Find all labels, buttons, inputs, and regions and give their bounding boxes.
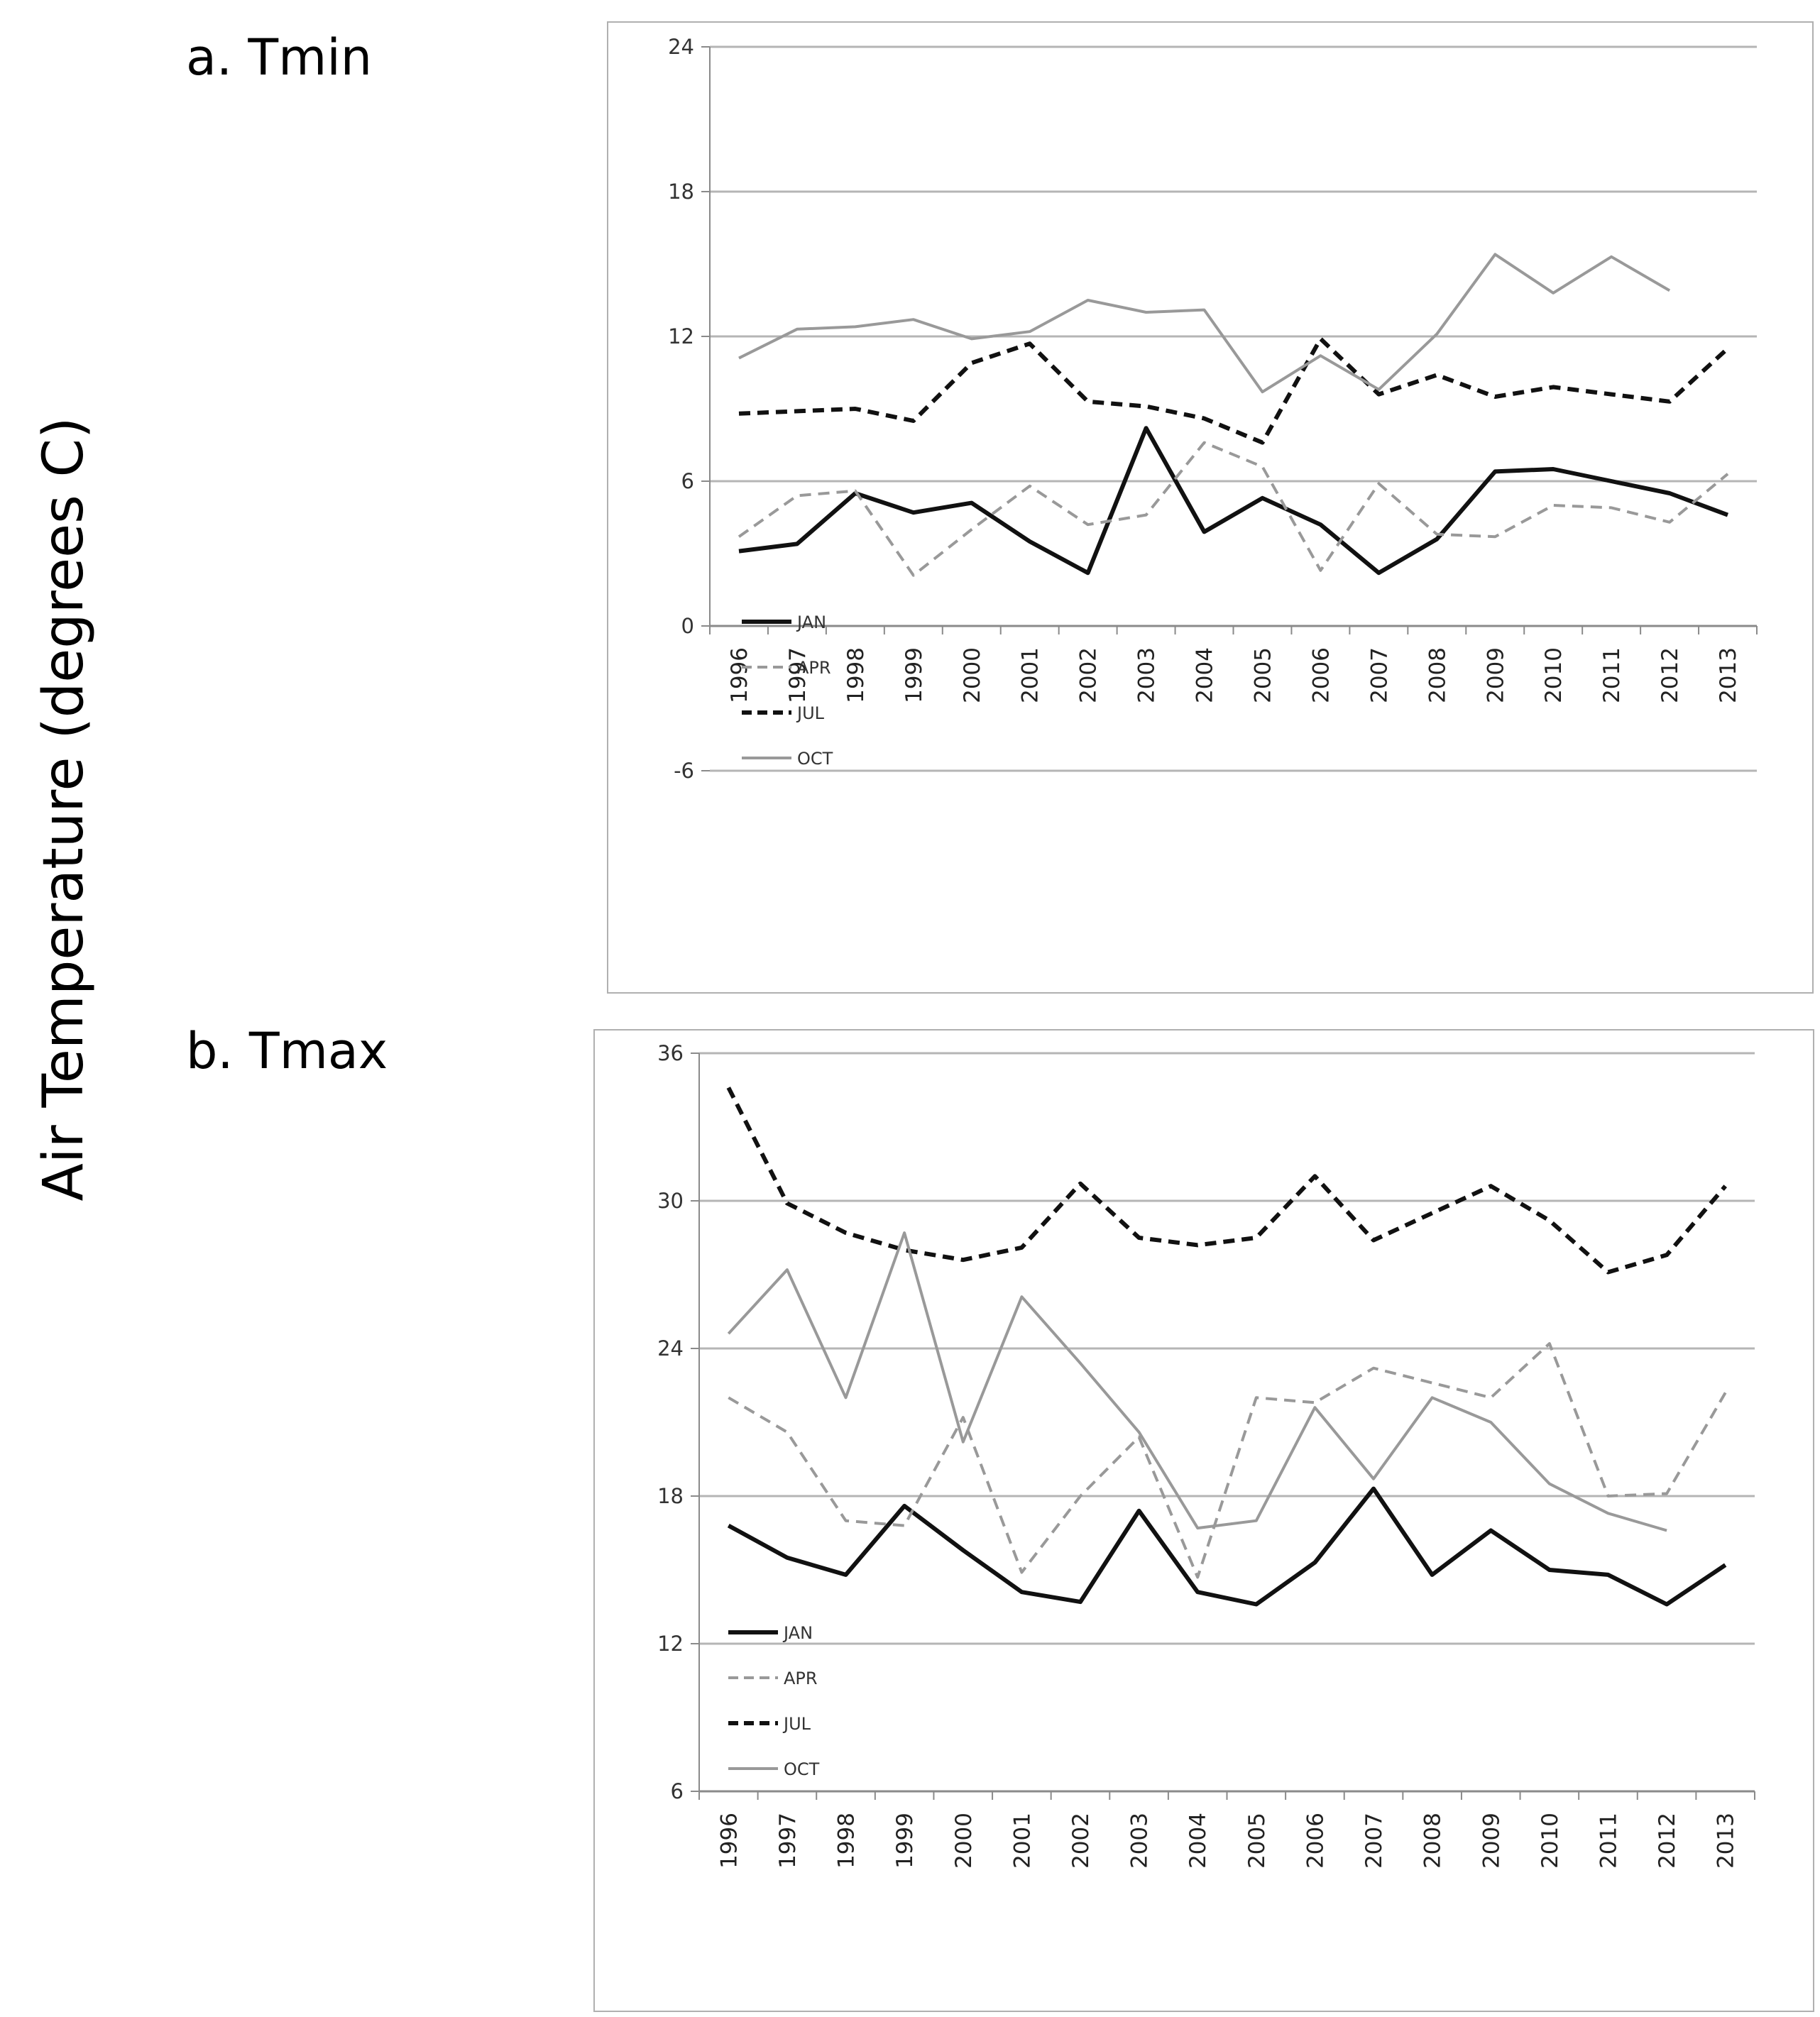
x-tick-label: 2010 [1537,1813,1563,1869]
x-tick-label: 2000 [951,1813,977,1869]
x-tick-label: 1997 [775,1813,801,1869]
y-axis-label-container: Air Temperature (degrees C) [14,383,114,1235]
x-tick-label: 2009 [1483,647,1508,703]
x-tick-label: 2002 [1068,1813,1094,1869]
y-tick-label: 6 [671,1779,684,1803]
x-tick-label: 2003 [1134,647,1160,703]
y-tick-label: 12 [657,1632,684,1656]
x-tick-label: 2005 [1250,647,1276,703]
legend-label-oct: OCT [784,1759,820,1779]
x-tick-label: 2012 [1655,1813,1680,1869]
series-line-apr [738,441,1729,577]
x-tick-label: 2001 [1018,647,1043,703]
x-tick-label: 2002 [1076,647,1102,703]
y-tick-label: 36 [657,1041,684,1065]
y-tick-label: 12 [668,324,694,348]
x-tick-label: 2006 [1308,647,1334,703]
x-tick-label: 2012 [1657,647,1683,703]
y-tick-label: -6 [674,759,694,783]
legend-label-jul: JUL [782,1714,811,1734]
chart-tmax: 6 12 18 24 30 36 1996 1997 1998 1999 2000 2001 2002 2… [593,1029,1814,2012]
legend-label-jan: JAN [796,612,826,632]
x-tick-label: 1996 [716,1813,742,1869]
y-axis-label: Air Temperature (degrees C) [32,417,96,1202]
series-line-jan [727,1486,1727,1607]
x-tick-label: 2010 [1541,647,1567,703]
x-tick-label: 1996 [727,647,752,703]
x-tick-label: 2004 [1193,647,1218,703]
x-tick-label: 2003 [1127,1813,1153,1869]
x-tick-label: 1998 [843,647,869,703]
x-tick-label: 1999 [892,1813,918,1869]
chart-frame [607,21,1814,994]
legend-label-oct: OCT [797,749,833,769]
x-tick-label: 2011 [1596,1813,1621,1869]
x-tick-label: 2007 [1366,647,1392,703]
y-tick-label: 18 [657,1484,684,1508]
x-tick-label: 2001 [1009,1813,1035,1869]
x-tick-label: 2008 [1425,647,1450,703]
x-tick-label: 2004 [1185,1813,1211,1869]
x-tick-label: 2005 [1244,1813,1270,1869]
series-line-oct [738,253,1671,394]
x-tick-label: 2008 [1420,1813,1446,1869]
legend-label-jan: JAN [782,1623,813,1643]
x-tick-label: 2006 [1303,1813,1328,1869]
legend-label-apr: APR [784,1669,818,1688]
x-tick-label: 2013 [1714,1813,1739,1869]
y-tick-label: 0 [681,614,694,638]
panel-title-tmin: a. Tmin [186,28,373,87]
series-line-jul [726,1087,1727,1275]
y-tick-label: 30 [657,1189,684,1213]
x-tick-label: 2000 [960,647,985,703]
x-tick-label: 1998 [834,1813,860,1869]
y-tick-label: 24 [668,35,694,59]
legend-label-apr: APR [797,658,831,678]
chart-frame [593,1029,1814,2012]
x-tick-label: 2013 [1716,647,1741,703]
x-tick-label: 2009 [1479,1813,1504,1869]
series-line-jan [738,426,1729,576]
y-tick-label: 18 [668,180,694,204]
panel-title-tmax: b. Tmax [186,1022,388,1080]
x-tick-label: 1997 [785,647,811,703]
y-tick-label: 24 [657,1336,684,1361]
legend-label-jul: JUL [796,703,825,723]
y-tick-label: 6 [681,469,694,493]
series-line-apr [728,1342,1727,1579]
series-line-oct [727,1231,1667,1532]
chart-tmin: -6 0 6 12 18 24 1996 1997 1998 1999 2000 2001 2002 20… [607,21,1814,994]
x-tick-label: 2011 [1599,647,1625,703]
x-tick-label: 2007 [1361,1813,1387,1869]
x-tick-label: 1999 [901,647,927,703]
